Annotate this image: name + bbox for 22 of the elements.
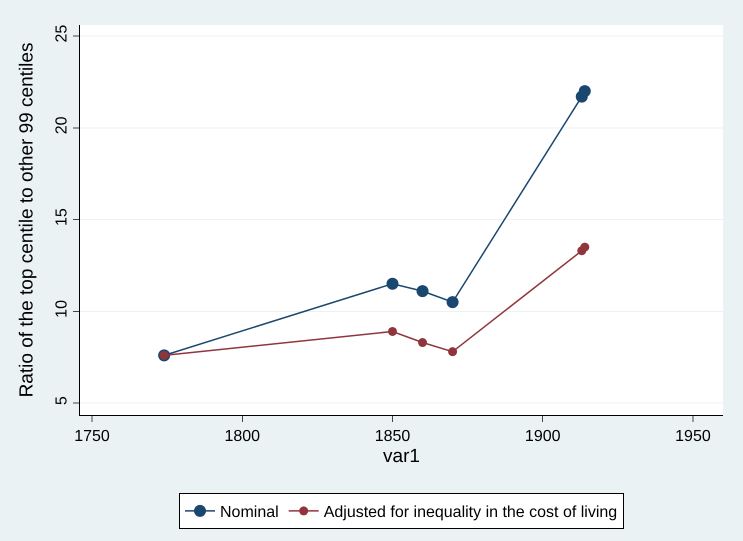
x-tick-label: 1750 [74, 428, 110, 446]
x-tick-label: 1900 [524, 428, 561, 446]
point [418, 338, 428, 348]
point [448, 347, 458, 356]
legend-label: Nominal [220, 504, 279, 522]
point [578, 85, 591, 98]
legend-label: Adjusted for inequality in the cost of living [324, 504, 618, 522]
x-tick-label: 1800 [224, 428, 260, 446]
x-tick-label: 1950 [675, 428, 711, 446]
y-tick-label: 10 [54, 300, 71, 318]
x-tick-label: 1850 [374, 428, 410, 446]
point [388, 326, 397, 336]
y-tick-label: 20 [54, 116, 71, 134]
y-tick-label: 15 [54, 208, 71, 226]
x-axis-title: var1 [383, 446, 420, 467]
point [416, 285, 429, 298]
y-tick-label: 5 [54, 396, 71, 406]
y-axis-title: Ratio of the top centile to other 99 centiles [16, 42, 38, 398]
y-tick-label: 25 [54, 24, 71, 43]
point [386, 278, 398, 290]
point [446, 296, 459, 308]
point [580, 242, 590, 252]
